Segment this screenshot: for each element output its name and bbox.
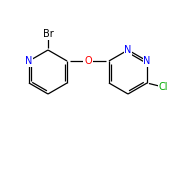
Text: O: O bbox=[84, 56, 92, 66]
Text: N: N bbox=[25, 56, 33, 66]
Text: N: N bbox=[143, 56, 151, 66]
Text: Cl: Cl bbox=[158, 82, 168, 92]
Text: N: N bbox=[124, 45, 132, 55]
Text: Br: Br bbox=[43, 29, 53, 39]
